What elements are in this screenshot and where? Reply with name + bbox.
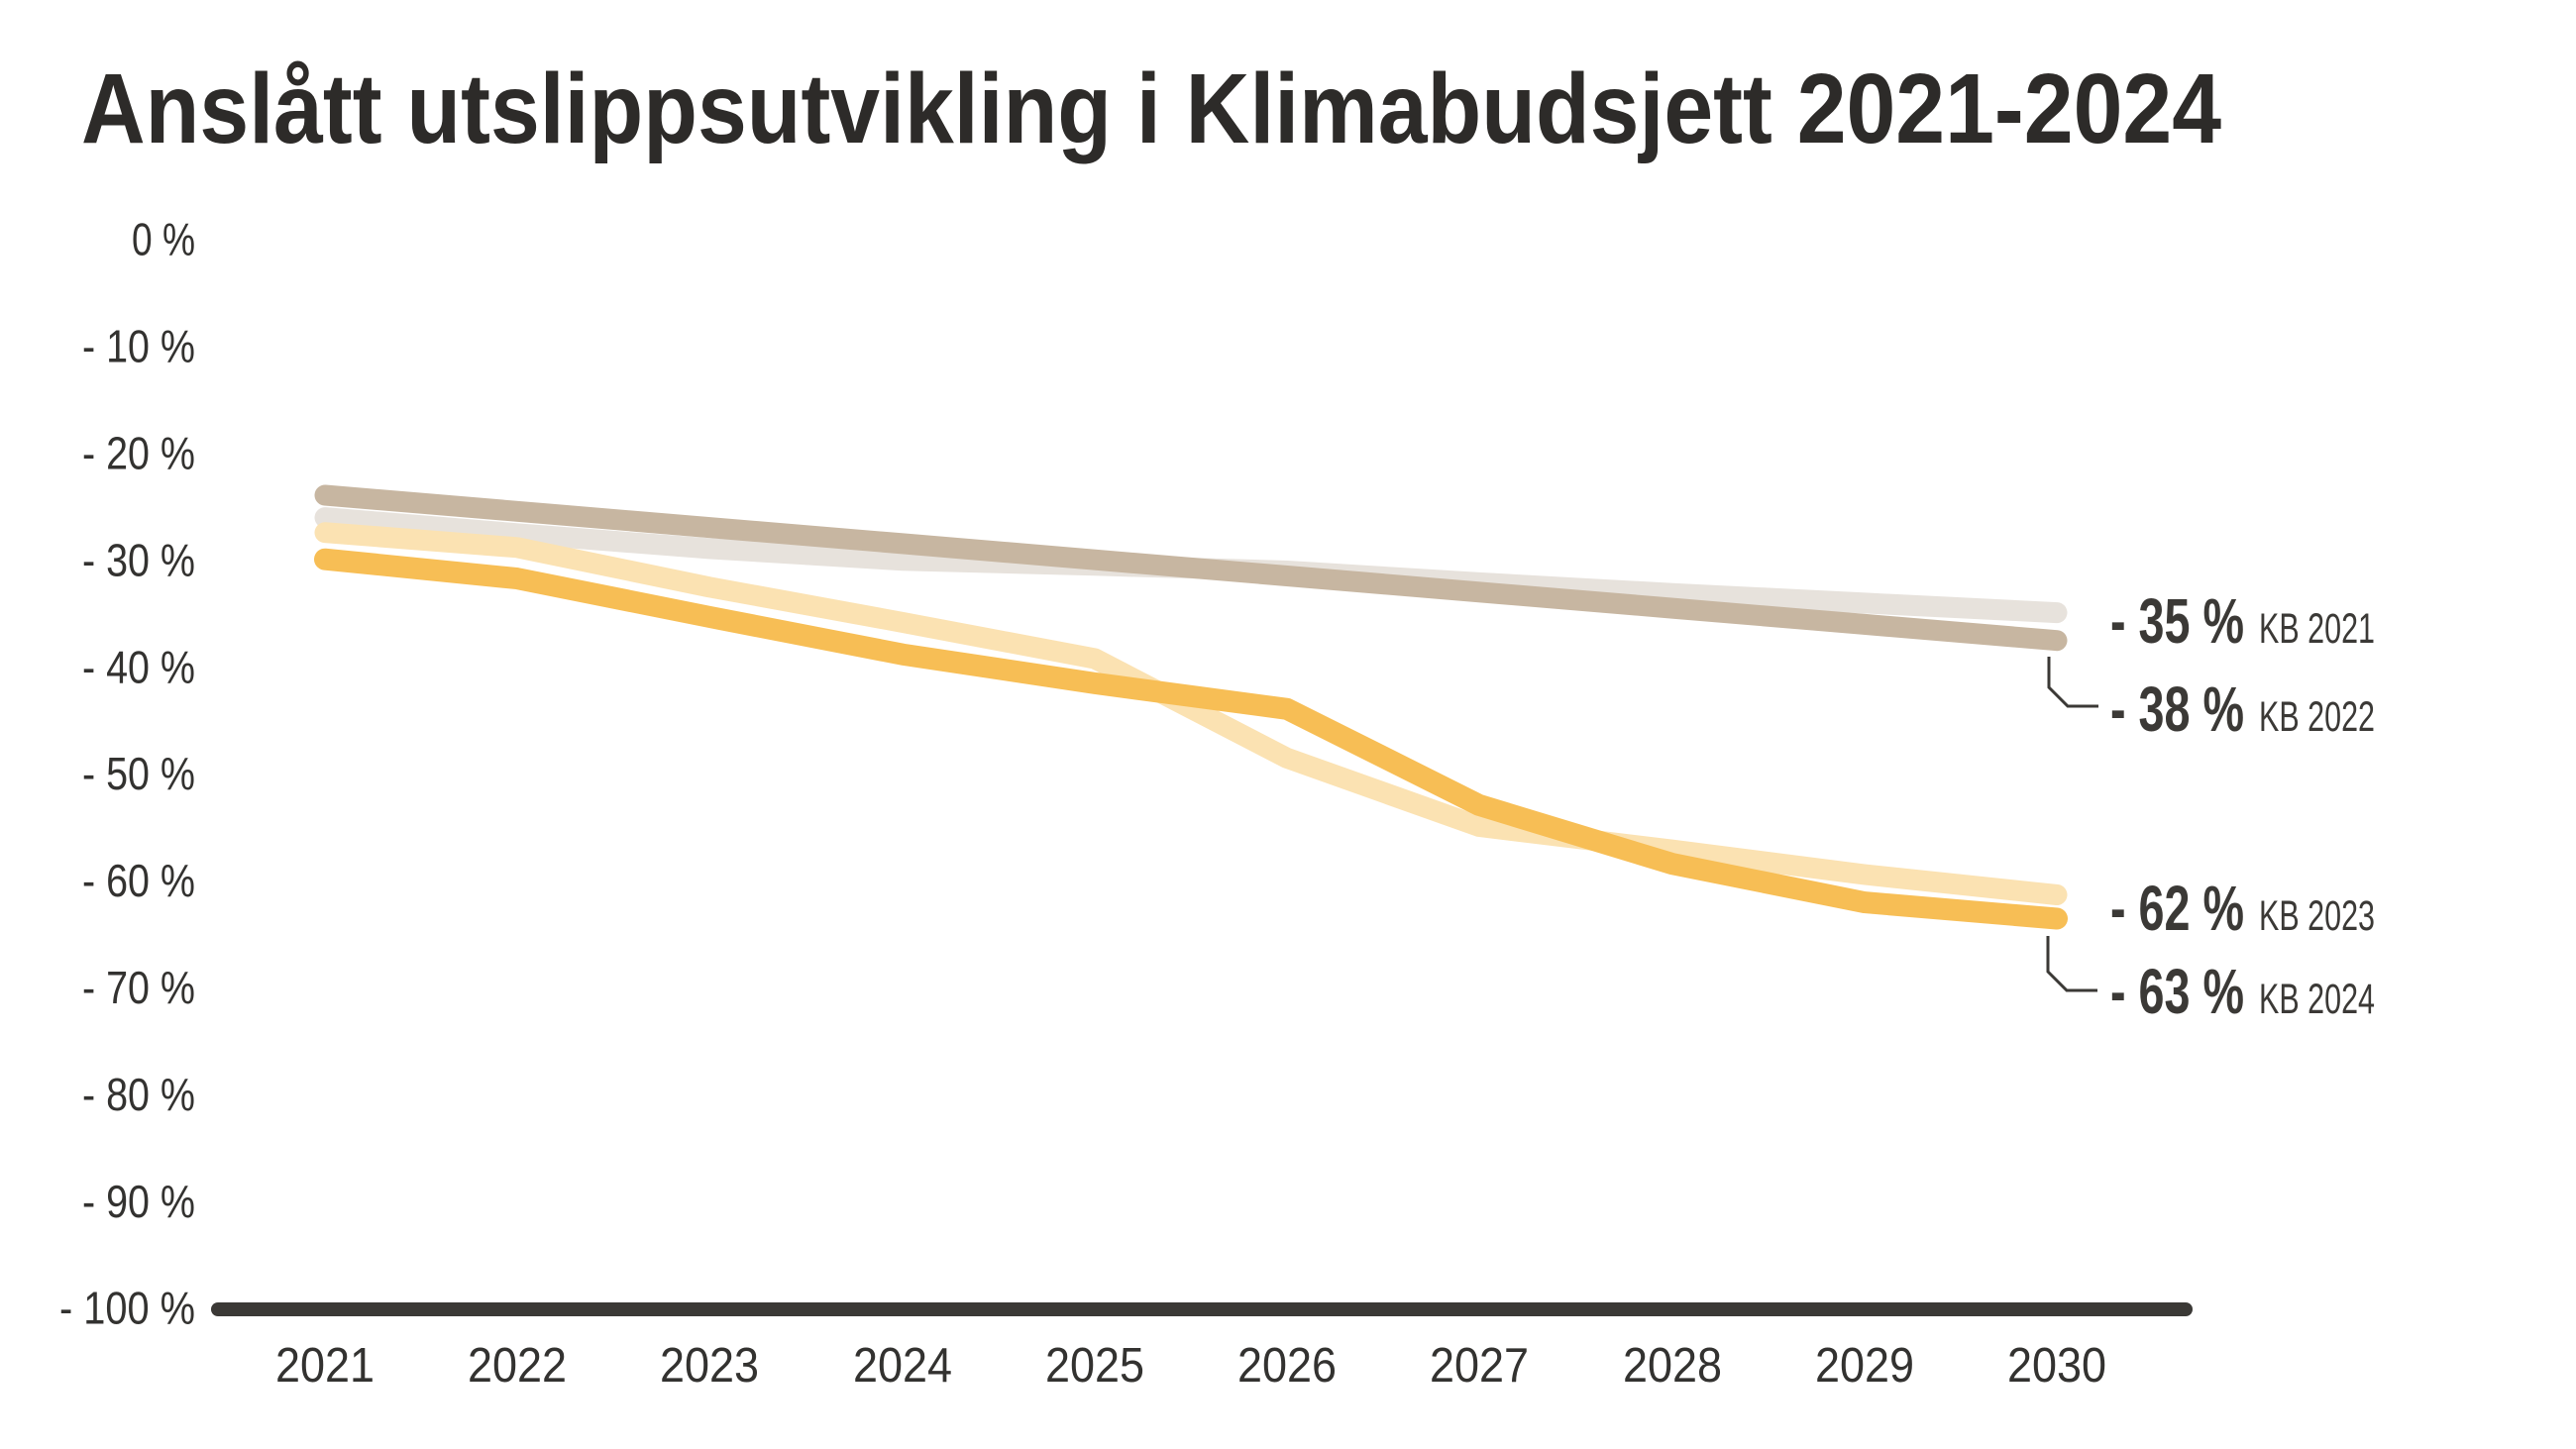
svg-text:2024: 2024 [853,1339,952,1393]
svg-text:- 62 %: - 62 % [2110,873,2244,944]
svg-text:- 35 %: - 35 % [2110,585,2244,657]
svg-text:0 %: 0 % [132,214,195,265]
svg-text:- 20 %: - 20 % [82,428,195,479]
svg-text:2022: 2022 [468,1339,567,1393]
svg-text:2028: 2028 [1623,1339,1722,1393]
svg-text:- 60 %: - 60 % [82,855,195,906]
svg-text:2025: 2025 [1045,1339,1144,1393]
svg-text:- 40 %: - 40 % [82,641,195,692]
svg-text:- 100 %: - 100 % [59,1283,195,1334]
svg-text:KB 2022: KB 2022 [2259,693,2375,741]
svg-text:- 50 %: - 50 % [82,748,195,799]
svg-text:- 70 %: - 70 % [82,962,195,1013]
svg-text:- 38 %: - 38 % [2110,673,2244,745]
svg-text:KB 2021: KB 2021 [2259,605,2375,653]
svg-text:2029: 2029 [1815,1339,1914,1393]
svg-text:KB 2023: KB 2023 [2259,892,2375,940]
svg-text:- 30 %: - 30 % [82,534,195,585]
svg-text:2021: 2021 [275,1339,375,1393]
svg-text:- 10 %: - 10 % [82,321,195,372]
svg-text:KB 2024: KB 2024 [2259,976,2375,1023]
svg-text:2023: 2023 [660,1339,759,1393]
svg-text:2030: 2030 [2007,1339,2106,1393]
svg-text:2027: 2027 [1430,1339,1529,1393]
svg-text:Anslått utslippsutvikling i Kl: Anslått utslippsutvikling i Klimabudsjet… [81,53,2221,164]
svg-text:- 63 %: - 63 % [2110,956,2244,1027]
svg-text:2026: 2026 [1237,1339,1337,1393]
svg-text:- 80 %: - 80 % [82,1069,195,1120]
svg-text:- 90 %: - 90 % [82,1176,195,1227]
